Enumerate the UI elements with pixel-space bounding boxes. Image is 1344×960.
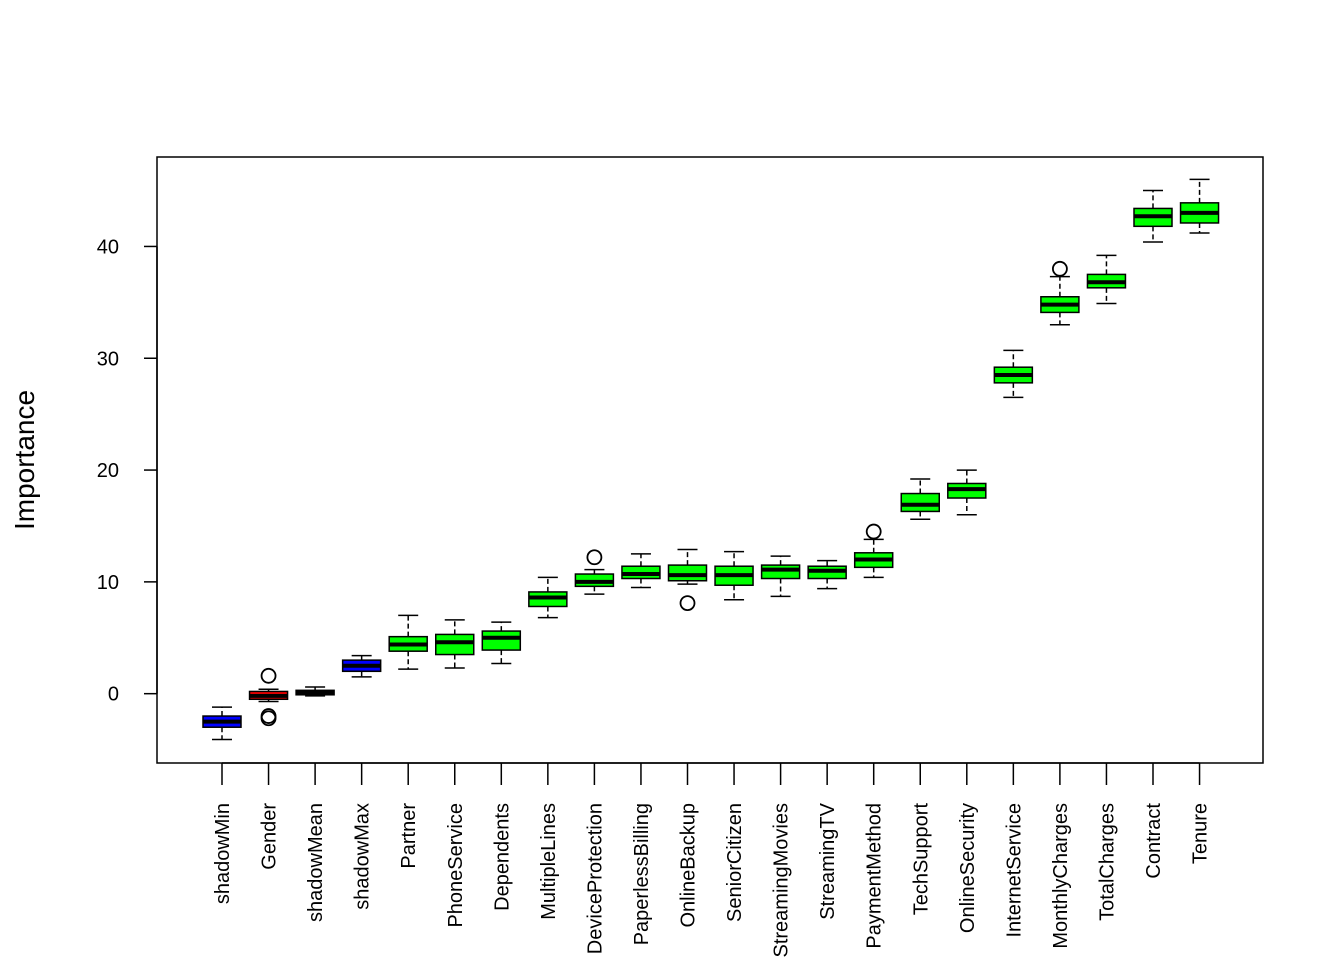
outlier-point: [260, 710, 277, 727]
x-tick-label: PaymentMethod: [864, 803, 886, 949]
y-axis: 0 10 20 30 40: [97, 236, 158, 706]
box-PaperlessBilling: [621, 553, 661, 589]
x-tick-label: Dependents: [491, 803, 513, 911]
x-tick-label: Contract: [1143, 803, 1165, 879]
x-axis: shadowMin Gender shadowMean shadowMax Partne…: [212, 762, 1212, 958]
box-body: [667, 564, 708, 582]
x-tick-label: InternetService: [1003, 803, 1025, 938]
x-tick-label: StreamingMovies: [771, 803, 793, 958]
outlier-point: [1052, 260, 1068, 277]
y-tick-label: 30: [97, 348, 119, 370]
box-OnlineBackup: [667, 548, 708, 612]
plot-frame: [156, 156, 1264, 764]
box-MonthlyCharges: [1040, 260, 1080, 326]
box-PaymentMethod: [853, 523, 894, 579]
x-tick-label: shadowMin: [212, 803, 234, 904]
x-tick-label: StreamingTV: [817, 802, 839, 919]
y-axis-title: Importance: [9, 390, 40, 530]
x-tick-label: shadowMean: [305, 803, 327, 922]
box-PhoneService: [435, 619, 475, 669]
y-tick-label: 0: [108, 684, 119, 706]
box-shadowMin: [202, 706, 242, 741]
x-tick-label: SeniorCitizen: [724, 803, 746, 922]
box-TechSupport: [900, 478, 940, 521]
box-Dependents: [481, 621, 522, 665]
outlier-point: [586, 549, 603, 566]
box-Partner: [388, 614, 428, 670]
box-TotalCharges: [1086, 254, 1127, 305]
outlier-point: [865, 523, 882, 540]
x-tick-label: TotalCharges: [1096, 803, 1118, 921]
x-tick-label: shadowMax: [352, 803, 374, 910]
x-tick-label: OnlineSecurity: [957, 803, 979, 933]
x-tick-label: Tenure: [1190, 803, 1212, 864]
box-Tenure: [1179, 178, 1220, 234]
x-tick-label: Gender: [259, 803, 281, 870]
box-StreamingMovies: [760, 555, 801, 598]
box-Contract: [1133, 189, 1173, 243]
box-InternetService: [993, 349, 1034, 399]
x-tick-label: Partner: [398, 803, 420, 869]
x-tick-label: MultipleLines: [538, 803, 560, 920]
y-tick-label: 40: [97, 236, 119, 258]
box-body: [435, 633, 475, 656]
box-shadowMean: [295, 686, 335, 697]
x-tick-label: MonthlyCharges: [1050, 803, 1072, 949]
box-DeviceProtection: [574, 549, 615, 595]
box-body: [481, 630, 522, 651]
box-SeniorCitizen: [714, 550, 754, 601]
box-body: [760, 564, 801, 580]
box-Gender: [248, 667, 289, 727]
outlier-point: [260, 667, 277, 684]
x-tick-label: OnlineBackup: [678, 803, 700, 928]
boxes-layer: [202, 178, 1220, 741]
outlier-point: [679, 595, 696, 612]
box-shadowMax: [341, 654, 382, 678]
box-StreamingTV: [807, 559, 847, 590]
y-tick-label: 20: [97, 460, 119, 482]
x-tick-label: PaperlessBilling: [631, 803, 653, 945]
x-tick-label: DeviceProtection: [584, 803, 606, 954]
y-tick-label: 10: [97, 572, 119, 594]
box-MultipleLines: [528, 576, 568, 619]
box-body: [900, 492, 940, 513]
x-tick-label: PhoneService: [445, 803, 467, 928]
x-tick-label: TechSupport: [910, 803, 932, 916]
box-OnlineSecurity: [947, 469, 987, 516]
